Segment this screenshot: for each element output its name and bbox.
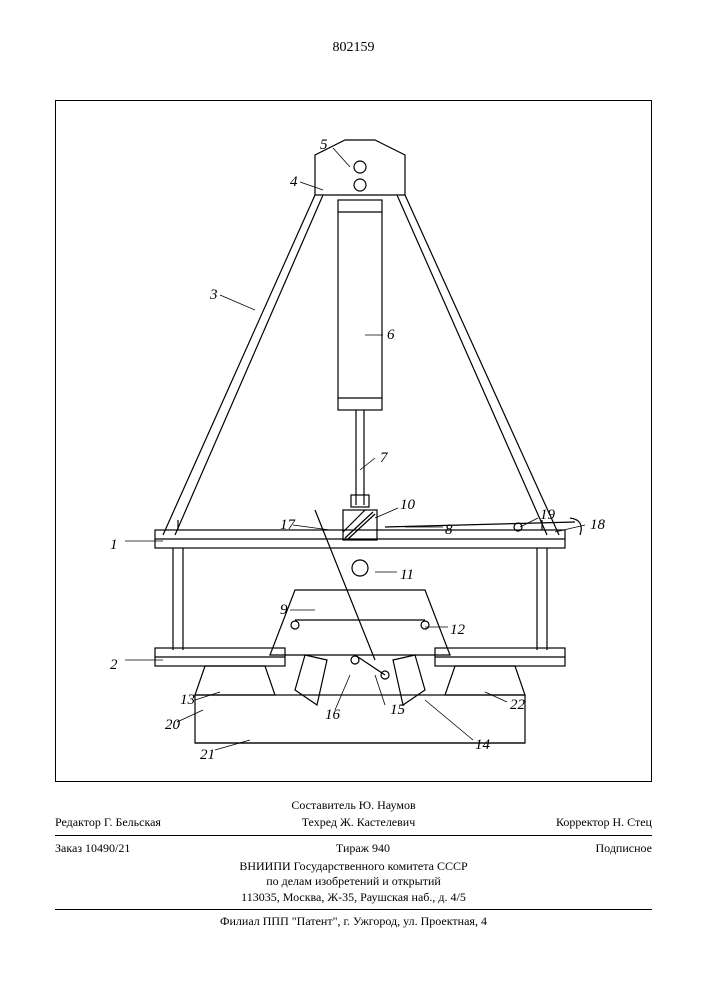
editor: Редактор Г. Бельская	[55, 814, 161, 831]
techred: Техред Ж. Кастелевич	[302, 814, 416, 831]
ref-label-2: 2	[110, 657, 118, 674]
address: 113035, Москва, Ж-35, Раушская наб., д. …	[55, 890, 652, 906]
ref-label-10: 10	[400, 497, 415, 514]
org-block: ВНИИПИ Государственного комитета СССР по…	[55, 859, 652, 906]
ref-label-7: 7	[380, 450, 388, 467]
ref-label-21: 21	[200, 747, 215, 764]
patent-diagram	[55, 100, 650, 780]
patent-number: 802159	[0, 40, 707, 56]
ref-label-18: 18	[590, 517, 605, 534]
ref-label-17: 17	[280, 517, 295, 534]
patent-page: 802159	[0, 0, 707, 1000]
ref-label-8: 8	[445, 522, 453, 539]
tirage: Тираж 940	[336, 840, 390, 857]
ref-label-9: 9	[280, 602, 288, 619]
corrector: Корректор Н. Стец	[556, 814, 652, 831]
ref-label-11: 11	[400, 567, 414, 584]
ref-label-16: 16	[325, 707, 340, 724]
figure-container: 12345678910111213141516171819202122	[55, 100, 650, 780]
ref-label-13: 13	[180, 692, 195, 709]
ref-label-3: 3	[210, 287, 218, 304]
ref-label-1: 1	[110, 537, 118, 554]
ref-label-6: 6	[387, 327, 395, 344]
ref-label-20: 20	[165, 717, 180, 734]
credits-block: Составитель Ю. Наумов Редактор Г. Бельск…	[55, 797, 652, 930]
order: Заказ 10490/21	[55, 840, 130, 857]
subscription: Подписное	[596, 840, 653, 857]
ref-label-15: 15	[390, 702, 405, 719]
compiler: Составитель Ю. Наумов	[55, 797, 652, 814]
ref-label-4: 4	[290, 174, 298, 191]
org1: ВНИИПИ Государственного комитета СССР	[55, 859, 652, 875]
branch: Филиал ППП "Патент", г. Ужгород, ул. Про…	[55, 914, 652, 930]
org2: по делам изобретений и открытий	[55, 874, 652, 890]
ref-label-14: 14	[475, 737, 490, 754]
ref-label-19: 19	[540, 507, 555, 524]
ref-label-12: 12	[450, 622, 465, 639]
ref-label-5: 5	[320, 137, 328, 154]
divider	[55, 909, 652, 910]
ref-label-22: 22	[510, 697, 525, 714]
divider	[55, 835, 652, 836]
